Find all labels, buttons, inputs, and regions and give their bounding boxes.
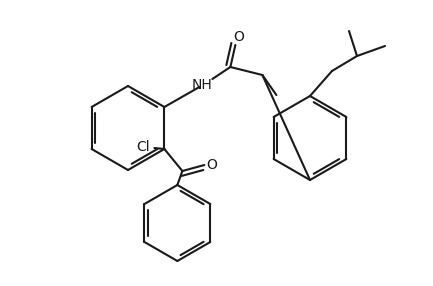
Text: O: O bbox=[233, 30, 244, 44]
Text: O: O bbox=[206, 158, 217, 172]
Text: Cl: Cl bbox=[137, 140, 150, 154]
Text: NH: NH bbox=[192, 78, 213, 92]
